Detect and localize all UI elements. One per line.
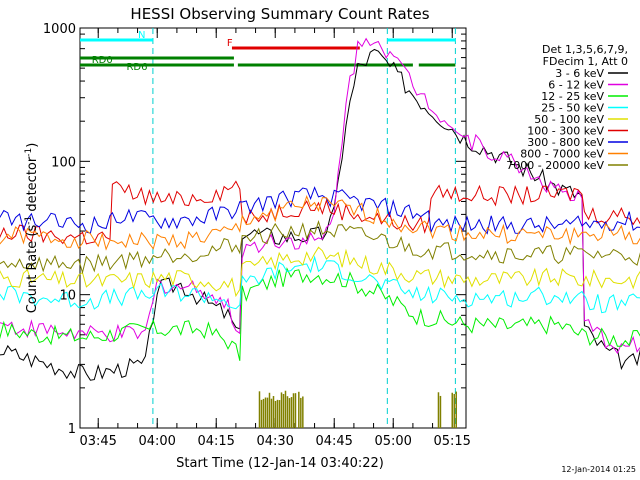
spike-bursts bbox=[258, 390, 457, 428]
legend-label: 25 - 50 keV bbox=[541, 102, 604, 115]
chart-title: HESSI Observing Summary Count Rates bbox=[130, 5, 429, 23]
x-tick-labels: 03:45 04:00 04:15 04:30 04:45 05:00 05:15 bbox=[79, 434, 470, 449]
y-tick-label: 10 bbox=[59, 289, 76, 304]
series-line bbox=[0, 48, 640, 381]
night-boundary-lines bbox=[152, 28, 456, 428]
legend-label: 50 - 100 keV bbox=[534, 113, 604, 126]
y-axis-label-exp1: -1 bbox=[24, 216, 34, 225]
legend: Det 1,3,5,6,7,9, FDecim 1, Att 0 3 - 6 k… bbox=[506, 43, 628, 172]
state-bar-label: F bbox=[227, 38, 233, 49]
x-tick-label: 04:45 bbox=[315, 434, 352, 449]
plot-timestamp: 12-Jan-2014 01:25 bbox=[561, 465, 636, 474]
series-line bbox=[0, 267, 640, 361]
legend-label: 100 - 300 keV bbox=[527, 125, 604, 138]
plot-area: N F RD0 RD6 bbox=[0, 27, 640, 429]
y-axis-label-end: ) bbox=[25, 143, 40, 148]
x-tick-label: 05:00 bbox=[374, 434, 411, 449]
state-bar-label: RD0 bbox=[92, 55, 113, 66]
y-axis-label-main: Count Rate (s bbox=[25, 225, 40, 314]
y-axis-label-exp2: -1 bbox=[24, 148, 34, 157]
y-axis-label-mid: detector bbox=[25, 156, 40, 216]
legend-label: 7000 - 20000 keV bbox=[506, 159, 604, 172]
series-line bbox=[0, 246, 640, 298]
x-tick-label: 04:15 bbox=[197, 434, 234, 449]
state-bar-label: RD6 bbox=[126, 62, 147, 73]
series-line bbox=[0, 186, 640, 235]
series-line bbox=[0, 180, 640, 245]
x-tick-label: 03:45 bbox=[79, 434, 116, 449]
state-bars: N F RD0 RD6 bbox=[80, 30, 456, 73]
legend-label: 12 - 25 keV bbox=[541, 90, 604, 103]
legend-header-line-2: FDecim 1, Att 0 bbox=[543, 55, 628, 68]
y-tick-label: 1000 bbox=[43, 22, 76, 37]
axis-ticks bbox=[80, 27, 466, 429]
legend-label: 800 - 7000 keV bbox=[520, 148, 604, 161]
legend-label: 6 - 12 keV bbox=[548, 79, 604, 92]
y-tick-label: 100 bbox=[51, 155, 76, 170]
legend-header-line-1: Det 1,3,5,6,7,9, bbox=[542, 43, 628, 56]
series-line bbox=[0, 255, 640, 314]
x-tick-label: 04:00 bbox=[138, 434, 175, 449]
y-tick-labels: 1 10 100 1000 bbox=[43, 22, 76, 437]
legend-label: 300 - 800 keV bbox=[527, 136, 604, 149]
legend-label: 3 - 6 keV bbox=[555, 67, 604, 80]
series-line bbox=[0, 220, 640, 275]
series-line bbox=[0, 194, 640, 251]
x-tick-label: 05:15 bbox=[433, 434, 470, 449]
x-axis-label: Start Time (12-Jan-14 03:40:22) bbox=[176, 456, 384, 471]
y-axis-label: Count Rate (s-1 detector-1) bbox=[24, 143, 40, 314]
series-lines bbox=[0, 37, 640, 381]
state-bar-label: N bbox=[138, 30, 145, 41]
x-tick-label: 04:30 bbox=[256, 434, 293, 449]
y-tick-label: 1 bbox=[68, 422, 76, 437]
